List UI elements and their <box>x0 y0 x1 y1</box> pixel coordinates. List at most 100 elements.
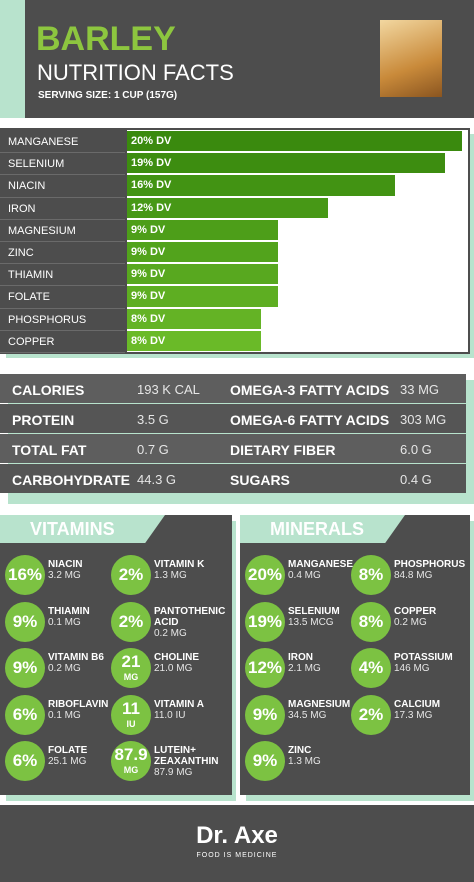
nutrient-name: VITAMIN K <box>154 559 205 570</box>
stats-row <box>0 434 466 463</box>
badge-text: 9% <box>12 611 38 631</box>
stat-value: 303 MG <box>400 412 447 427</box>
bar <box>127 330 261 351</box>
footer <box>0 805 474 882</box>
nutrient-name: MAGNESIUM <box>288 698 351 710</box>
row-divider <box>0 307 125 309</box>
stat-value: 6.0 G <box>400 442 432 457</box>
row-divider <box>0 263 125 265</box>
value-label: 20% DV <box>131 135 172 147</box>
stat-label: OMEGA-3 FATTY ACIDS <box>230 382 390 398</box>
category-label: FOLATE <box>8 291 50 304</box>
bar <box>127 286 278 307</box>
category-label: COPPER <box>8 335 55 348</box>
nutrient-name: VITAMIN A <box>154 698 204 710</box>
nutrient-name: FOLATE <box>48 745 88 756</box>
row-divider <box>0 174 125 176</box>
row-divider <box>0 285 125 287</box>
row-divider <box>0 329 125 331</box>
value-label: 19% DV <box>131 157 172 170</box>
value-label: 12% DV <box>131 201 172 214</box>
nutrient-amount: 3.2 MG <box>48 570 81 581</box>
badge <box>111 741 151 781</box>
nutrient-name: RIBOFLAVIN <box>48 698 109 710</box>
value-label: 9% DV <box>131 290 166 303</box>
badge <box>111 555 151 595</box>
stat-label: OMEGA-6 FATTY ACIDS <box>230 412 390 428</box>
badge <box>351 601 391 642</box>
row-divider <box>0 152 125 154</box>
badge-text: 2% <box>118 611 144 631</box>
nutrient-name: POTASSIUM <box>394 652 453 663</box>
category-label: THIAMIN <box>8 269 54 282</box>
nutrient-amount: 17.3 MG <box>394 709 433 721</box>
nutrient-name: CHOLINE <box>154 652 199 663</box>
badge <box>351 694 391 735</box>
badge-text: 9% <box>252 751 278 770</box>
nutrient-amount: 0.2 MG <box>394 616 427 628</box>
nutrient-amount: 0.2 MG <box>48 663 81 674</box>
badge-text: 6% <box>12 751 38 770</box>
subtitle: NUTRITION FACTS <box>37 60 234 85</box>
stat-label: CALORIES <box>12 382 85 398</box>
bar <box>127 308 261 329</box>
badge-text: 9% <box>12 658 38 677</box>
nutrient-name: SELENIUM <box>288 605 340 617</box>
wheat-image <box>380 20 442 97</box>
badge-text: 6% <box>12 704 38 724</box>
nutrient-amount: 25.1 MG <box>48 756 87 767</box>
badge-text: 2% <box>118 565 144 584</box>
nutrient-amount: 11.0 IU <box>154 709 186 721</box>
badge-text: IU <box>126 718 136 729</box>
badge <box>245 694 285 735</box>
stat-value: 193 K CAL <box>137 382 200 397</box>
nutrient-amount: 21.0 MG <box>154 663 193 674</box>
row-divider <box>0 241 125 242</box>
row-divider <box>0 352 125 353</box>
nutrient-name: ZINC <box>288 745 312 756</box>
tab <box>0 515 165 543</box>
category-label: NIACIN <box>8 180 46 193</box>
badge-text: 4% <box>358 658 384 677</box>
row-divider <box>0 196 125 198</box>
title: BARLEY <box>36 20 176 58</box>
value-label: 8% DV <box>131 312 166 325</box>
badge <box>5 555 45 595</box>
value-label: 9% DV <box>131 223 166 236</box>
stat-label: CARBOHYDRATE <box>12 472 130 488</box>
category-label: IRON <box>8 202 36 215</box>
stats-row <box>0 404 466 433</box>
badge <box>245 648 285 688</box>
stat-value: 0.7 G <box>137 442 169 457</box>
nutrient-name: THIAMIN <box>48 605 90 617</box>
badge-text: 19% <box>247 611 283 631</box>
bar <box>127 242 278 263</box>
badge <box>245 601 285 642</box>
tagline: FOOD IS MEDICINE <box>196 852 278 859</box>
nutrient-name: PANTOTHENIC <box>154 605 226 617</box>
nutrient-name: NIACIN <box>48 559 83 570</box>
category-label: PHOSPHORUS <box>8 313 87 326</box>
nutrient-amount: 1.3 MG <box>288 756 321 767</box>
nutrient-name: LUTEIN+ <box>154 745 196 756</box>
panel-title: MINERALS <box>270 519 364 539</box>
stat-value: 33 MG <box>400 382 440 397</box>
category-label: MANGANESE <box>8 136 79 148</box>
stat-value: 3.5 G <box>137 412 169 427</box>
bar <box>127 219 278 240</box>
bar <box>127 197 328 218</box>
bar <box>127 175 395 196</box>
stats-row <box>0 464 466 493</box>
row-divider <box>0 218 125 220</box>
nutrient-name: PHOSPHORUS <box>394 559 466 570</box>
badge <box>111 648 151 688</box>
nutrient-name: COPPER <box>394 605 437 617</box>
badge-text: 87.9 <box>114 745 148 764</box>
nutrient-amount: 0.4 MG <box>288 570 321 581</box>
badge-text: 11 <box>122 698 140 718</box>
nutrient-amount: 0.1 MG <box>48 616 81 628</box>
category-label: SELENIUM <box>8 158 65 171</box>
badge-text: 12% <box>247 658 283 677</box>
value-label: 8% DV <box>131 334 166 347</box>
